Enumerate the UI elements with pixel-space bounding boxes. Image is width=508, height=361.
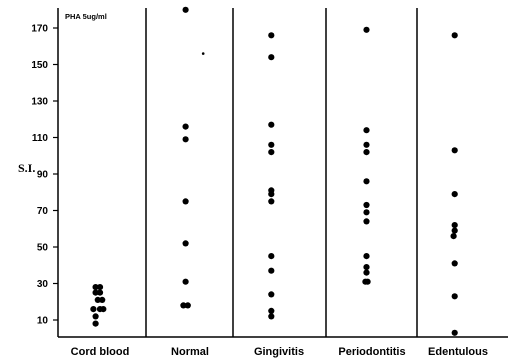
data-point — [451, 329, 458, 336]
data-point — [184, 302, 191, 309]
data-point — [268, 313, 275, 320]
y-tick-label: 10 — [37, 316, 49, 327]
data-point — [201, 52, 205, 55]
data-point — [92, 313, 99, 320]
data-point — [451, 147, 458, 154]
data-point — [450, 233, 457, 240]
data-point — [182, 6, 189, 13]
data-point — [92, 284, 99, 291]
data-point — [268, 267, 275, 274]
data-point — [451, 260, 458, 267]
data-point — [268, 198, 275, 205]
data-point — [99, 296, 106, 303]
data-points — [90, 6, 458, 336]
data-point — [268, 253, 275, 260]
data-point — [363, 178, 370, 185]
data-point — [92, 320, 99, 327]
data-point — [90, 306, 97, 313]
y-ticks: 10 30 50 70 90 110 130 150 170 — [31, 24, 58, 327]
data-point — [182, 123, 189, 130]
y-tick-label: 30 — [37, 279, 49, 290]
category-label: Normal — [171, 346, 209, 358]
y-tick-label: 110 — [32, 133, 49, 144]
data-point — [363, 209, 370, 216]
data-point — [451, 222, 458, 229]
data-point — [182, 278, 189, 285]
y-tick-label: 70 — [37, 206, 49, 217]
group-separators — [145, 8, 418, 337]
data-point — [451, 293, 458, 300]
data-point — [363, 218, 370, 225]
data-point — [363, 26, 370, 33]
data-point — [100, 306, 107, 313]
data-point — [268, 54, 275, 61]
data-point — [268, 191, 275, 198]
y-tick-label: 90 — [37, 170, 49, 181]
data-point — [268, 141, 275, 148]
chart-annotation: PHA 5ug/ml — [65, 12, 107, 21]
data-point — [363, 149, 370, 156]
category-label: Gingivitis — [254, 346, 304, 358]
data-point — [451, 227, 458, 234]
data-point — [268, 121, 275, 128]
data-point — [451, 32, 458, 39]
data-point — [268, 32, 275, 39]
data-point — [92, 289, 99, 296]
data-point — [182, 136, 189, 143]
data-point — [363, 141, 370, 148]
y-tick-label: 170 — [31, 24, 48, 35]
y-tick-label: 150 — [31, 60, 48, 71]
category-labels: Cord blood Normal Gingivitis Periodontitis E… — [71, 346, 488, 358]
data-point — [363, 253, 370, 260]
data-point — [451, 191, 458, 198]
data-point — [182, 198, 189, 205]
y-tick-label: 130 — [31, 97, 48, 108]
data-point — [363, 127, 370, 134]
data-point — [96, 284, 104, 291]
data-point — [268, 291, 275, 298]
y-tick-label: 50 — [37, 243, 49, 254]
category-label: Periodontitis — [338, 346, 405, 358]
data-point — [364, 278, 371, 285]
category-label: Cord blood — [71, 346, 130, 358]
data-point — [363, 264, 370, 271]
category-label: Edentulous — [428, 346, 488, 358]
data-point — [268, 149, 275, 156]
data-point — [268, 307, 275, 314]
data-point — [363, 269, 370, 276]
data-point — [94, 296, 101, 303]
data-point — [363, 201, 370, 209]
data-point — [180, 302, 187, 309]
y-axis-title: S.I. — [18, 161, 35, 175]
data-point — [96, 289, 104, 296]
plot-frame — [57, 8, 508, 338]
data-point — [182, 240, 189, 247]
